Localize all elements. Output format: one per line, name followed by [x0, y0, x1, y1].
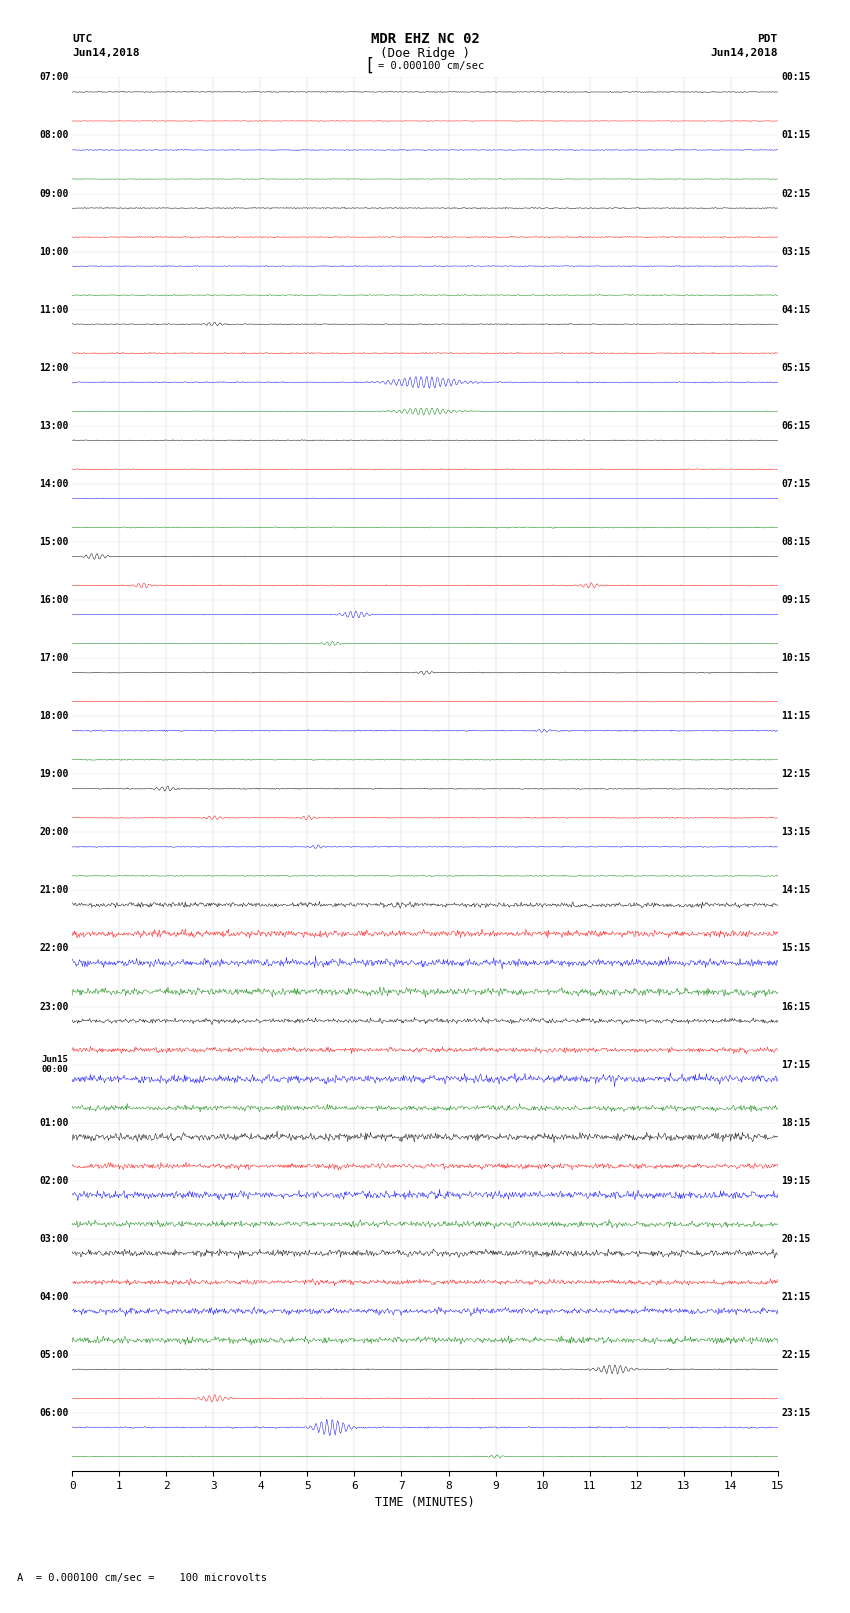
Text: 07:00: 07:00 [39, 73, 69, 82]
Text: 06:15: 06:15 [781, 421, 811, 431]
Text: 07:15: 07:15 [781, 479, 811, 489]
Text: = 0.000100 cm/sec: = 0.000100 cm/sec [378, 61, 484, 71]
Text: 18:00: 18:00 [39, 711, 69, 721]
Text: PDT: PDT [757, 34, 778, 44]
Text: 22:00: 22:00 [39, 944, 69, 953]
Text: 14:00: 14:00 [39, 479, 69, 489]
Text: 02:00: 02:00 [39, 1176, 69, 1186]
Text: 09:15: 09:15 [781, 595, 811, 605]
Text: 17:00: 17:00 [39, 653, 69, 663]
Text: 08:00: 08:00 [39, 131, 69, 140]
Text: 15:15: 15:15 [781, 944, 811, 953]
Text: 06:00: 06:00 [39, 1408, 69, 1418]
Text: 02:15: 02:15 [781, 189, 811, 198]
Text: 13:15: 13:15 [781, 827, 811, 837]
Text: 22:15: 22:15 [781, 1350, 811, 1360]
Text: 00:00: 00:00 [42, 1065, 69, 1074]
Text: 00:15: 00:15 [781, 73, 811, 82]
Text: 12:15: 12:15 [781, 769, 811, 779]
Text: 10:15: 10:15 [781, 653, 811, 663]
Text: 21:15: 21:15 [781, 1292, 811, 1302]
Text: Jun15: Jun15 [42, 1055, 69, 1065]
Text: 18:15: 18:15 [781, 1118, 811, 1127]
Text: Jun14,2018: Jun14,2018 [72, 48, 139, 58]
Text: 04:15: 04:15 [781, 305, 811, 315]
Text: 03:00: 03:00 [39, 1234, 69, 1244]
Text: MDR EHZ NC 02: MDR EHZ NC 02 [371, 32, 479, 45]
Text: 19:00: 19:00 [39, 769, 69, 779]
Text: 04:00: 04:00 [39, 1292, 69, 1302]
Text: 11:00: 11:00 [39, 305, 69, 315]
Text: 11:15: 11:15 [781, 711, 811, 721]
Text: 01:00: 01:00 [39, 1118, 69, 1127]
Text: (Doe Ridge ): (Doe Ridge ) [380, 47, 470, 60]
Text: 12:00: 12:00 [39, 363, 69, 373]
Text: 15:00: 15:00 [39, 537, 69, 547]
Text: 20:15: 20:15 [781, 1234, 811, 1244]
Text: 03:15: 03:15 [781, 247, 811, 256]
Text: 05:15: 05:15 [781, 363, 811, 373]
Text: 09:00: 09:00 [39, 189, 69, 198]
Text: 20:00: 20:00 [39, 827, 69, 837]
X-axis label: TIME (MINUTES): TIME (MINUTES) [375, 1497, 475, 1510]
Text: 17:15: 17:15 [781, 1060, 811, 1069]
Text: 10:00: 10:00 [39, 247, 69, 256]
Text: 16:15: 16:15 [781, 1002, 811, 1011]
Text: A  = 0.000100 cm/sec =    100 microvolts: A = 0.000100 cm/sec = 100 microvolts [17, 1573, 267, 1582]
Text: 19:15: 19:15 [781, 1176, 811, 1186]
Text: 23:15: 23:15 [781, 1408, 811, 1418]
Text: 14:15: 14:15 [781, 886, 811, 895]
Text: [: [ [365, 56, 375, 76]
Text: Jun14,2018: Jun14,2018 [711, 48, 778, 58]
Text: 23:00: 23:00 [39, 1002, 69, 1011]
Text: 08:15: 08:15 [781, 537, 811, 547]
Text: 21:00: 21:00 [39, 886, 69, 895]
Text: 01:15: 01:15 [781, 131, 811, 140]
Text: 13:00: 13:00 [39, 421, 69, 431]
Text: 16:00: 16:00 [39, 595, 69, 605]
Text: UTC: UTC [72, 34, 93, 44]
Text: 05:00: 05:00 [39, 1350, 69, 1360]
